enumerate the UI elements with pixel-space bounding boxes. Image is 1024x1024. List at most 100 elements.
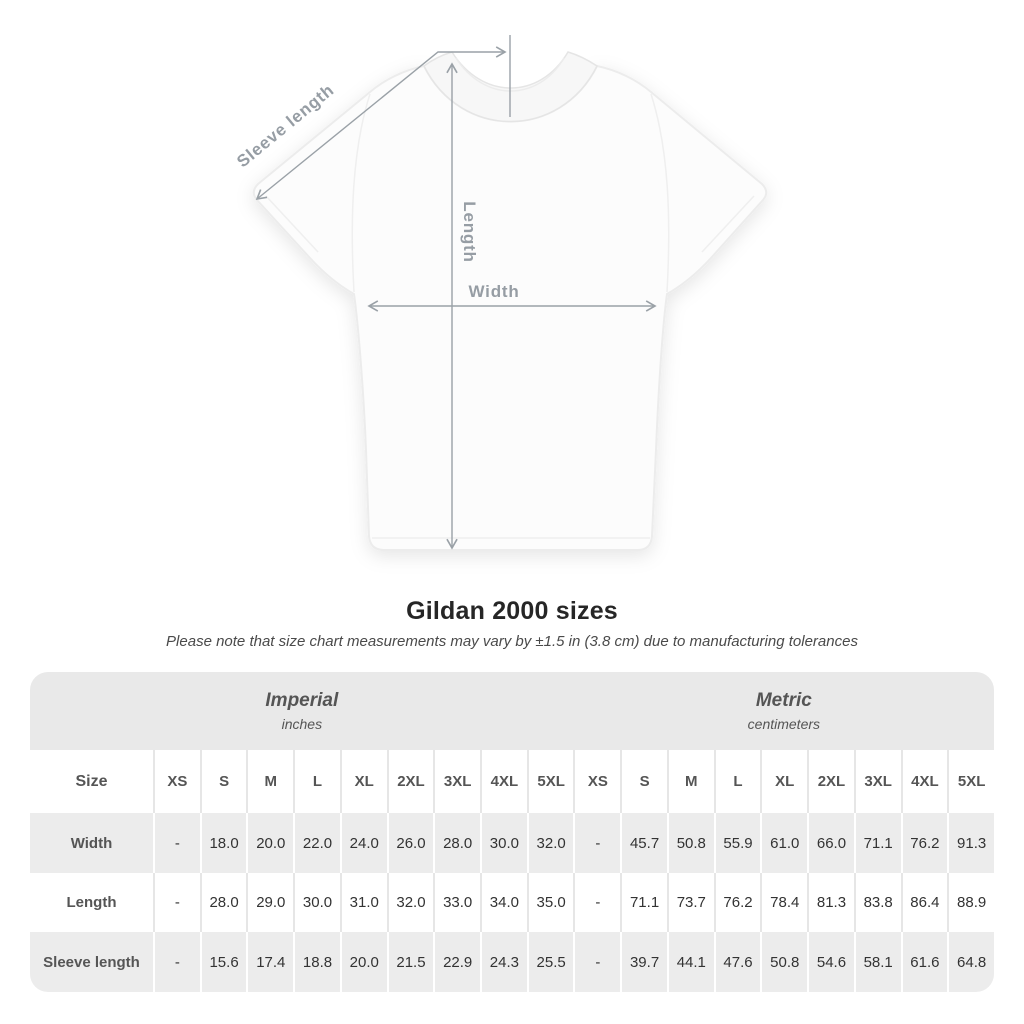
- cell: 76.2: [713, 873, 761, 932]
- cell: 66.0: [807, 813, 854, 873]
- row-label: Length: [66, 894, 117, 911]
- cell: 88.9: [947, 873, 994, 932]
- table-row-width: Width - 18.0 20.0 22.0 24.0 26.0 28.0 30…: [30, 813, 994, 873]
- size-col: L: [293, 750, 340, 813]
- cell: 73.7: [666, 873, 714, 932]
- right-armhole-seam: [650, 93, 670, 293]
- cell: 71.1: [620, 873, 667, 932]
- cell: 50.8: [760, 932, 807, 992]
- cell: 26.0: [386, 813, 434, 873]
- imperial-group-header: Imperial inches: [30, 672, 574, 750]
- tshirt-illustration: [252, 51, 768, 551]
- imperial-label: Imperial: [265, 690, 339, 711]
- size-col: 4XL: [480, 750, 527, 813]
- size-header-row: Size XS S M L XL 2XL 3XL 4XL 5XL XS S M …: [30, 750, 994, 813]
- cell: 28.0: [199, 873, 247, 932]
- cell: -: [573, 873, 620, 932]
- length-label: Length: [460, 201, 479, 262]
- cell: 25.5: [526, 932, 574, 992]
- cell: 30.0: [293, 873, 340, 932]
- cell: -: [573, 813, 620, 873]
- left-sleeve-hem-stitch: [265, 195, 319, 253]
- cell: 32.0: [526, 813, 574, 873]
- cell: -: [573, 932, 620, 992]
- cell: 20.0: [246, 813, 293, 873]
- sleeve-length-arrow: [255, 46, 507, 201]
- cell: 71.1: [853, 813, 901, 873]
- cell: 54.6: [807, 932, 854, 992]
- size-col: XS: [573, 750, 620, 813]
- cell: 34.0: [480, 873, 527, 932]
- cell: 64.8: [947, 932, 994, 992]
- cell: 24.0: [339, 813, 387, 873]
- size-col: XL: [760, 750, 807, 813]
- size-col: 2XL: [807, 750, 854, 813]
- size-col: M: [246, 750, 293, 813]
- cell: 30.0: [480, 813, 527, 873]
- cell: 35.0: [526, 873, 574, 932]
- cell: 61.0: [760, 813, 807, 873]
- metric-group-header: Metric centimeters: [574, 672, 994, 750]
- cell: 83.8: [853, 873, 901, 932]
- cell: 31.0: [339, 873, 387, 932]
- measurement-annotations: [255, 35, 657, 550]
- width-label: Width: [468, 282, 519, 301]
- cell: 24.3: [480, 932, 527, 992]
- size-col: L: [713, 750, 761, 813]
- size-col: XL: [339, 750, 387, 813]
- metric-label: Metric: [755, 690, 812, 711]
- cell: 20.0: [339, 932, 387, 992]
- cell: -: [153, 932, 200, 992]
- cell: 58.1: [853, 932, 901, 992]
- cell: 86.4: [900, 873, 948, 932]
- size-column-header: Size: [75, 772, 108, 790]
- cell: 61.6: [900, 932, 948, 992]
- cell: 29.0: [246, 873, 293, 932]
- cell: -: [153, 873, 200, 932]
- size-col: 3XL: [853, 750, 901, 813]
- cell: 17.4: [246, 932, 293, 992]
- cell: 44.1: [666, 932, 714, 992]
- cell: 15.6: [199, 932, 247, 992]
- size-col: 3XL: [433, 750, 480, 813]
- cell: 78.4: [760, 873, 807, 932]
- cell: 28.0: [433, 813, 480, 873]
- size-col: 2XL: [386, 750, 434, 813]
- cell: 91.3: [947, 813, 994, 873]
- row-label: Width: [70, 834, 113, 852]
- size-col: 5XL: [526, 750, 574, 813]
- table-row-sleeve-length: Sleeve length - 15.6 17.4 18.8 20.0 21.5…: [30, 932, 994, 992]
- cell: 21.5: [386, 932, 434, 992]
- page-title: Gildan 2000 sizes: [406, 597, 618, 625]
- cell: 22.9: [433, 932, 480, 992]
- size-col: 4XL: [900, 750, 948, 813]
- row-label: Sleeve length: [43, 953, 140, 971]
- cell: 55.9: [713, 813, 761, 873]
- size-chart-table: Imperial inches Metric centimeters Size …: [30, 672, 994, 992]
- tshirt-measurement-diagram: Sleeve length Length Width: [233, 35, 768, 551]
- imperial-unit-label: inches: [281, 716, 323, 732]
- tolerance-note: Please note that size chart measurements…: [166, 633, 858, 650]
- cell: 50.8: [666, 813, 714, 873]
- cell: 45.7: [620, 813, 667, 873]
- size-col: M: [666, 750, 714, 813]
- cell: 47.6: [713, 932, 761, 992]
- cell: 33.0: [433, 873, 480, 932]
- cell: -: [153, 813, 200, 873]
- metric-unit-label: centimeters: [747, 716, 821, 732]
- size-col: S: [199, 750, 247, 813]
- cell: 39.7: [620, 932, 667, 992]
- right-sleeve-hem-stitch: [701, 195, 755, 253]
- cell: 76.2: [900, 813, 948, 873]
- cell: 18.0: [199, 813, 247, 873]
- cell: 81.3: [807, 873, 854, 932]
- cell: 22.0: [293, 813, 340, 873]
- table-row-length: Length - 28.0 29.0 30.0 31.0 32.0 33.0 3…: [30, 873, 994, 932]
- size-col: XS: [153, 750, 200, 813]
- size-col: S: [620, 750, 667, 813]
- size-col: 5XL: [947, 750, 994, 813]
- cell: 32.0: [386, 873, 434, 932]
- unit-system-header-band: Imperial inches Metric centimeters: [30, 672, 994, 750]
- cell: 18.8: [293, 932, 340, 992]
